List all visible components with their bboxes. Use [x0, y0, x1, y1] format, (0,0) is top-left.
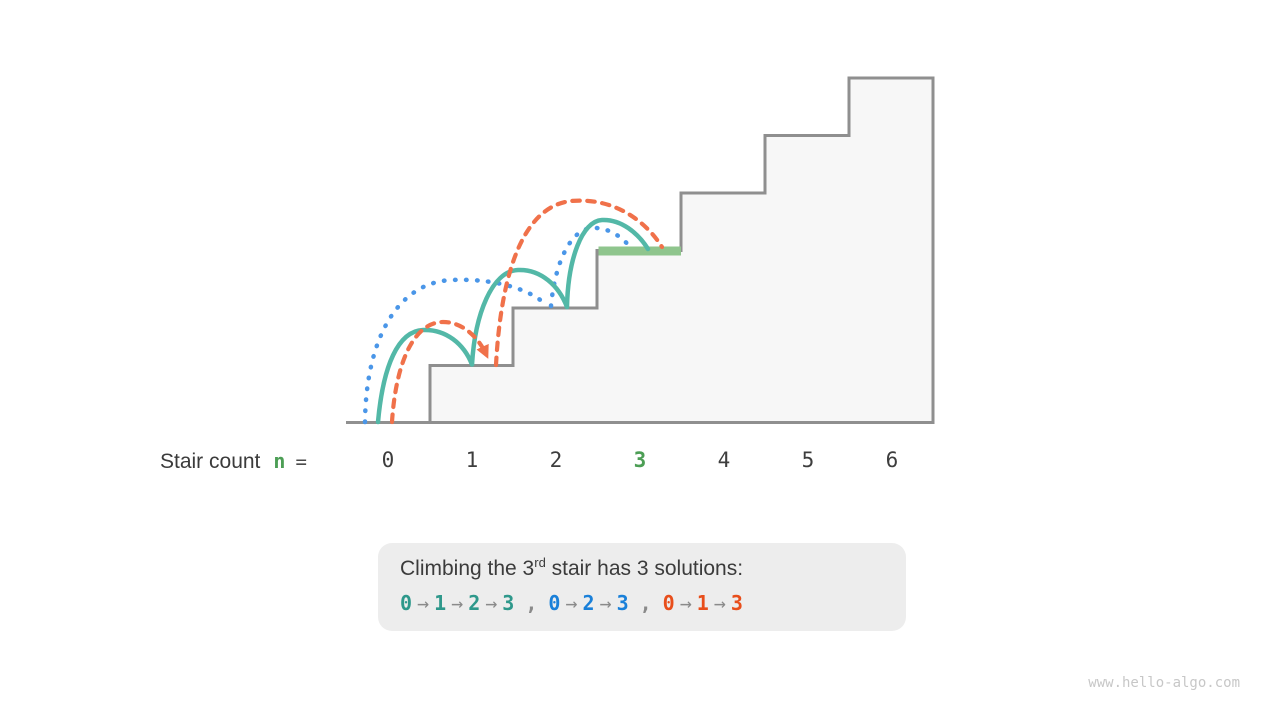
arc-teal-2-3	[564, 217, 651, 310]
step-number: 3	[502, 591, 515, 615]
arrow-right-glyph: →	[417, 591, 430, 615]
caption-text: Climbing the 3rd stair has 3 solutions:	[400, 555, 884, 583]
step-number: 2	[582, 591, 595, 615]
stair-number: 5	[801, 448, 815, 472]
solution-0-1-2-3: 0 → 1 → 2 → 3	[400, 588, 514, 618]
arrow-right-glyph: →	[485, 591, 498, 615]
stair-number-highlighted: 3	[633, 448, 647, 472]
step-number: 1	[696, 591, 709, 615]
variable-n: n	[273, 449, 286, 473]
stair-count-row: Stair count n =	[160, 449, 307, 479]
arrow-right-glyph: →	[565, 591, 578, 615]
solution-0-2-3: 0 → 2 → 3	[548, 588, 628, 618]
arrow-right-glyph: →	[713, 591, 726, 615]
step-number: 2	[468, 591, 481, 615]
stair-number: 1	[465, 448, 479, 472]
step-number: 3	[730, 591, 743, 615]
step-number: 0	[662, 591, 675, 615]
arrow-right-glyph: →	[599, 591, 612, 615]
stair-3-highlight	[598, 246, 681, 256]
stair-number: 0	[381, 448, 395, 472]
stair-number: 4	[717, 448, 731, 472]
solution-sequences: 0 → 1 → 2 → 3, 0 → 2 → 3, 0 → 1 → 3	[400, 588, 884, 618]
arc-orange-0-1	[389, 319, 489, 425]
equals-sign: =	[295, 451, 307, 473]
arc-orange-1-3	[493, 198, 665, 368]
step-number: 3	[616, 591, 629, 615]
watermark: www.hello-algo.com	[1088, 675, 1240, 691]
arc-teal-1-2	[469, 267, 570, 367]
arrow-right-glyph: →	[679, 591, 692, 615]
step-number: 0	[400, 591, 413, 615]
separator-comma: ,	[525, 591, 538, 615]
staircase-outline	[428, 76, 935, 424]
step-number: 0	[548, 591, 561, 615]
separator-comma: ,	[639, 591, 652, 615]
stair-number: 6	[885, 448, 899, 472]
caption-box: Climbing the 3rd stair has 3 solutions: …	[378, 543, 906, 631]
stair-numbers: 0 1 2 3 4 5 6	[346, 448, 934, 472]
arc-blue-2-3	[548, 225, 633, 309]
stair-number: 2	[549, 448, 563, 472]
ordinal-superscript: rd	[534, 555, 546, 570]
arrow-right-glyph: →	[451, 591, 464, 615]
solution-0-1-3: 0 → 1 → 3	[663, 588, 743, 618]
caption-text-suffix: stair has 3 solutions:	[545, 557, 744, 580]
blue-dotted-path	[362, 225, 633, 425]
orange-dashed-path	[389, 198, 665, 425]
caption-text-prefix: Climbing the 3	[400, 557, 535, 580]
step-number: 1	[434, 591, 447, 615]
stair-count-label: Stair count	[160, 450, 261, 473]
